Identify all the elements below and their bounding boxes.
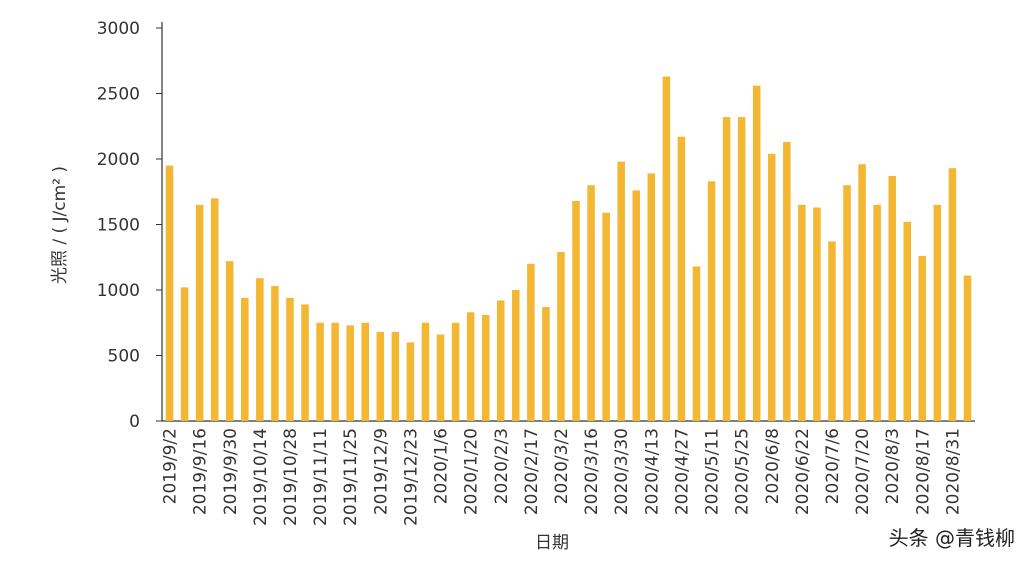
bar: [783, 141, 791, 421]
x-tick-label: 2020/3/2: [552, 428, 572, 504]
bar: [421, 322, 430, 421]
y-axis-label: 光照 / ( J/cm² ): [50, 166, 70, 284]
bar: [557, 252, 565, 421]
x-tick-label: 2019/11/11: [311, 428, 331, 526]
bar: [301, 304, 309, 421]
x-tick-label: 2019/9/30: [221, 428, 241, 515]
bar: [572, 200, 580, 421]
bar: [677, 136, 686, 422]
y-tick-label: 2500: [97, 85, 140, 105]
x-tick-label: 2020/5/11: [703, 428, 723, 515]
x-tick-label: 2020/8/3: [883, 428, 903, 504]
bar: [632, 190, 641, 421]
bar: [225, 261, 234, 421]
bar: [271, 286, 279, 421]
bar: [948, 168, 957, 421]
x-tick-label: 2020/6/8: [763, 428, 783, 504]
x-tick-label: 2019/10/28: [281, 428, 301, 526]
x-tick-label: 2020/2/17: [522, 428, 542, 515]
bar: [933, 204, 942, 421]
bar: [963, 275, 972, 421]
y-tick-label: 500: [108, 347, 140, 367]
bar: [256, 278, 264, 421]
bar: [888, 176, 896, 421]
bar: [316, 322, 324, 421]
x-tick-label: 2020/8/31: [943, 428, 963, 515]
x-tick-label: 2020/5/25: [733, 428, 753, 515]
bar: [466, 312, 475, 421]
bar: [406, 342, 415, 421]
bar: [286, 297, 294, 421]
bar: [436, 334, 445, 421]
x-tick-label: 2020/3/16: [582, 428, 602, 515]
bar: [828, 241, 836, 421]
bar: [813, 207, 821, 421]
bar: [767, 153, 776, 421]
bar: [451, 322, 460, 421]
x-axis-label: 日期: [535, 533, 569, 553]
bar: [707, 181, 716, 421]
bar: [241, 297, 249, 421]
bar: [752, 85, 761, 421]
bar: [692, 266, 701, 421]
bar: [662, 76, 671, 421]
x-tick-label: 2019/9/16: [191, 428, 211, 515]
y-tick-label: 3000: [97, 19, 140, 39]
x-tick-label: 2020/7/20: [853, 428, 873, 515]
x-tick-label: 2020/6/22: [793, 428, 813, 515]
bar: [376, 331, 385, 421]
x-tick-label: 2020/4/27: [672, 428, 692, 515]
bar: [346, 325, 354, 421]
bar: [210, 198, 219, 421]
bar: [873, 204, 881, 421]
bar: [737, 117, 746, 421]
bar: [361, 322, 370, 421]
x-tick-label: 2020/7/6: [823, 428, 843, 504]
bar: [542, 307, 550, 421]
bar: [903, 221, 912, 421]
x-tick-label: 2020/2/3: [492, 428, 512, 504]
bar: [587, 185, 595, 421]
bar: [496, 300, 505, 421]
bar: [918, 255, 927, 421]
x-tick-label: 2019/12/9: [371, 428, 391, 515]
x-tick-label: 2019/9/2: [161, 428, 181, 504]
bar: [798, 204, 806, 421]
x-tick-label: 2020/8/17: [913, 428, 933, 515]
y-tick-label: 1500: [97, 216, 140, 236]
x-tick-label: 2020/4/13: [642, 428, 662, 515]
bar: [512, 290, 520, 421]
bar: [527, 263, 535, 421]
bar: [481, 314, 490, 421]
bar: [647, 173, 656, 421]
bar: [617, 161, 625, 421]
x-tick-label: 2020/1/6: [432, 428, 452, 504]
bar: [331, 322, 339, 421]
y-tick-label: 1000: [97, 281, 140, 301]
bar: [858, 164, 866, 422]
bar: [195, 204, 204, 421]
x-tick-label: 2019/12/23: [401, 428, 421, 526]
x-tick-label: 2019/10/14: [251, 428, 271, 526]
bar: [722, 117, 731, 421]
bar: [165, 165, 174, 421]
y-tick-label: 2000: [97, 150, 140, 170]
bar: [180, 287, 189, 421]
y-tick-label: 0: [129, 412, 140, 432]
bar: [602, 212, 610, 421]
x-tick-label: 2020/1/20: [462, 428, 482, 515]
bar: [843, 185, 851, 421]
watermark: 头条 @青钱柳: [889, 526, 1015, 550]
x-tick-label: 2020/3/30: [612, 428, 632, 515]
x-tick-label: 2019/11/25: [341, 428, 361, 526]
bar: [391, 331, 400, 421]
